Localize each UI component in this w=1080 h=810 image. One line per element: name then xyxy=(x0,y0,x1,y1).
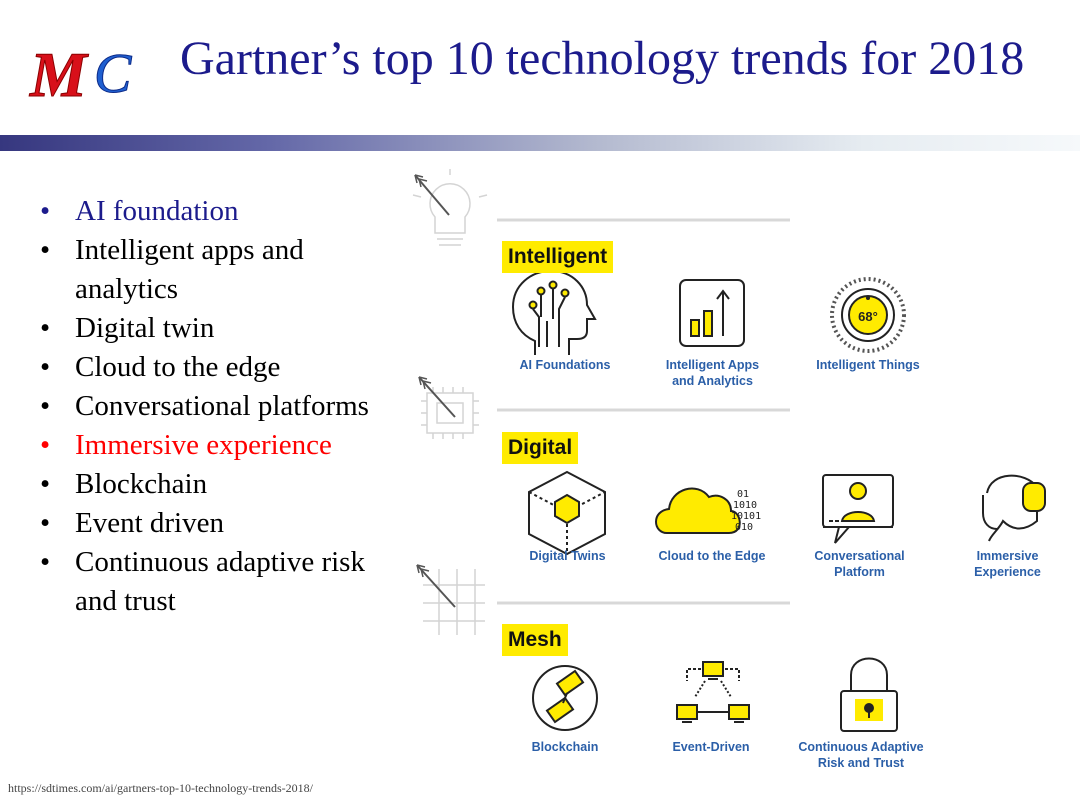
trend-item: • Event driven xyxy=(40,504,385,543)
section-label-digital: Digital xyxy=(502,432,579,464)
binary-line: 10101 xyxy=(731,511,761,522)
cloud-binary-icon: 01 1010 10101 010 xyxy=(655,487,761,534)
trend-item: • Cloud to the edge xyxy=(40,348,385,387)
trend-item-text: Digital twin xyxy=(75,312,215,344)
section-label-intelligent: Intelligent xyxy=(502,241,614,273)
thermostat-reading: 68° xyxy=(858,309,878,324)
binary-line: 01 xyxy=(737,489,749,500)
grid-arrow-icon xyxy=(416,564,485,635)
trend-item: • Conversational platforms xyxy=(40,387,385,426)
trend-item: • Intelligent apps and analytics xyxy=(40,231,385,309)
bullet-marker: • xyxy=(40,546,51,578)
label-event-driven: Event-Driven xyxy=(672,740,750,754)
lightbulb-arrow-icon xyxy=(412,169,488,246)
bullet-marker: • xyxy=(40,429,51,461)
cube-icon xyxy=(528,470,606,556)
label-conversational-platform: Conversational Platform xyxy=(814,549,905,579)
trend-item-text: Immersive experience xyxy=(75,429,332,461)
label-intelligent-things: Intelligent Things xyxy=(816,358,920,372)
chat-monitor-icon xyxy=(822,474,894,544)
chip-arrow-icon xyxy=(418,376,479,439)
label-ai-foundations: AI Foundations xyxy=(519,358,611,372)
trend-item-text: Event driven xyxy=(75,507,224,539)
bullet-marker: • xyxy=(40,234,51,266)
label-digital-twins: Digital Twins xyxy=(529,549,606,563)
svg-text:M: M xyxy=(29,40,89,106)
ai-head-icon xyxy=(511,269,597,355)
binary-line: 1010 xyxy=(733,500,757,511)
trend-list: • AI foundation • Intelligent apps and ana… xyxy=(40,192,385,621)
thermostat-icon: 68° xyxy=(830,277,906,353)
network-icon xyxy=(676,661,750,723)
slide-title: Gartner’s top 10 technology trends for 2… xyxy=(180,32,1025,85)
blockchain-icon xyxy=(532,665,598,731)
title-divider xyxy=(0,135,1080,151)
trend-item: • Immersive experience xyxy=(40,426,385,465)
trend-item: • Blockchain xyxy=(40,465,385,504)
trend-item-text: AI foundation xyxy=(75,195,239,227)
padlock-icon xyxy=(840,657,898,732)
trend-item: • AI foundation xyxy=(40,192,385,231)
label-blockchain: Blockchain xyxy=(531,740,599,754)
bullet-marker: • xyxy=(40,468,51,500)
trend-item-text: Cloud to the edge xyxy=(75,351,281,383)
trend-item: • Continuous adaptive risk and trust xyxy=(40,543,385,621)
infographic-artwork: 68° 01 1010 10101 010 xyxy=(412,169,1046,732)
bullet-marker: • xyxy=(40,195,51,227)
bullet-marker: • xyxy=(40,507,51,539)
trend-item-text: Blockchain xyxy=(75,468,208,500)
vr-headset-icon xyxy=(982,474,1046,542)
label-continuous-adaptive: Continuous Adaptive Risk and Trust xyxy=(798,740,924,770)
bar-chart-icon xyxy=(679,279,745,347)
svg-text:C: C xyxy=(94,43,132,105)
label-intelligent-apps: Intelligent Apps and Analytics xyxy=(665,358,760,388)
trend-item: • Digital twin xyxy=(40,309,385,348)
label-immersive-experience: Immersive Experience xyxy=(974,549,1041,579)
bullet-marker: • xyxy=(40,390,51,422)
mc-logo: M C xyxy=(29,40,133,106)
bullet-marker: • xyxy=(40,351,51,383)
trends-infographic: 68° 01 1010 10101 010 xyxy=(405,165,1080,785)
bullet-marker: • xyxy=(40,312,51,344)
trend-item-text: Conversational platforms xyxy=(75,390,369,422)
label-cloud-edge: Cloud to the Edge xyxy=(658,549,766,563)
section-label-mesh: Mesh xyxy=(502,624,568,656)
binary-line: 010 xyxy=(735,522,753,533)
source-url: https://sdtimes.com/ai/gartners-top-10-t… xyxy=(8,781,313,795)
trend-item-text: Intelligent apps and analytics xyxy=(75,234,304,305)
trend-item-text: Continuous adaptive risk and trust xyxy=(75,546,365,617)
